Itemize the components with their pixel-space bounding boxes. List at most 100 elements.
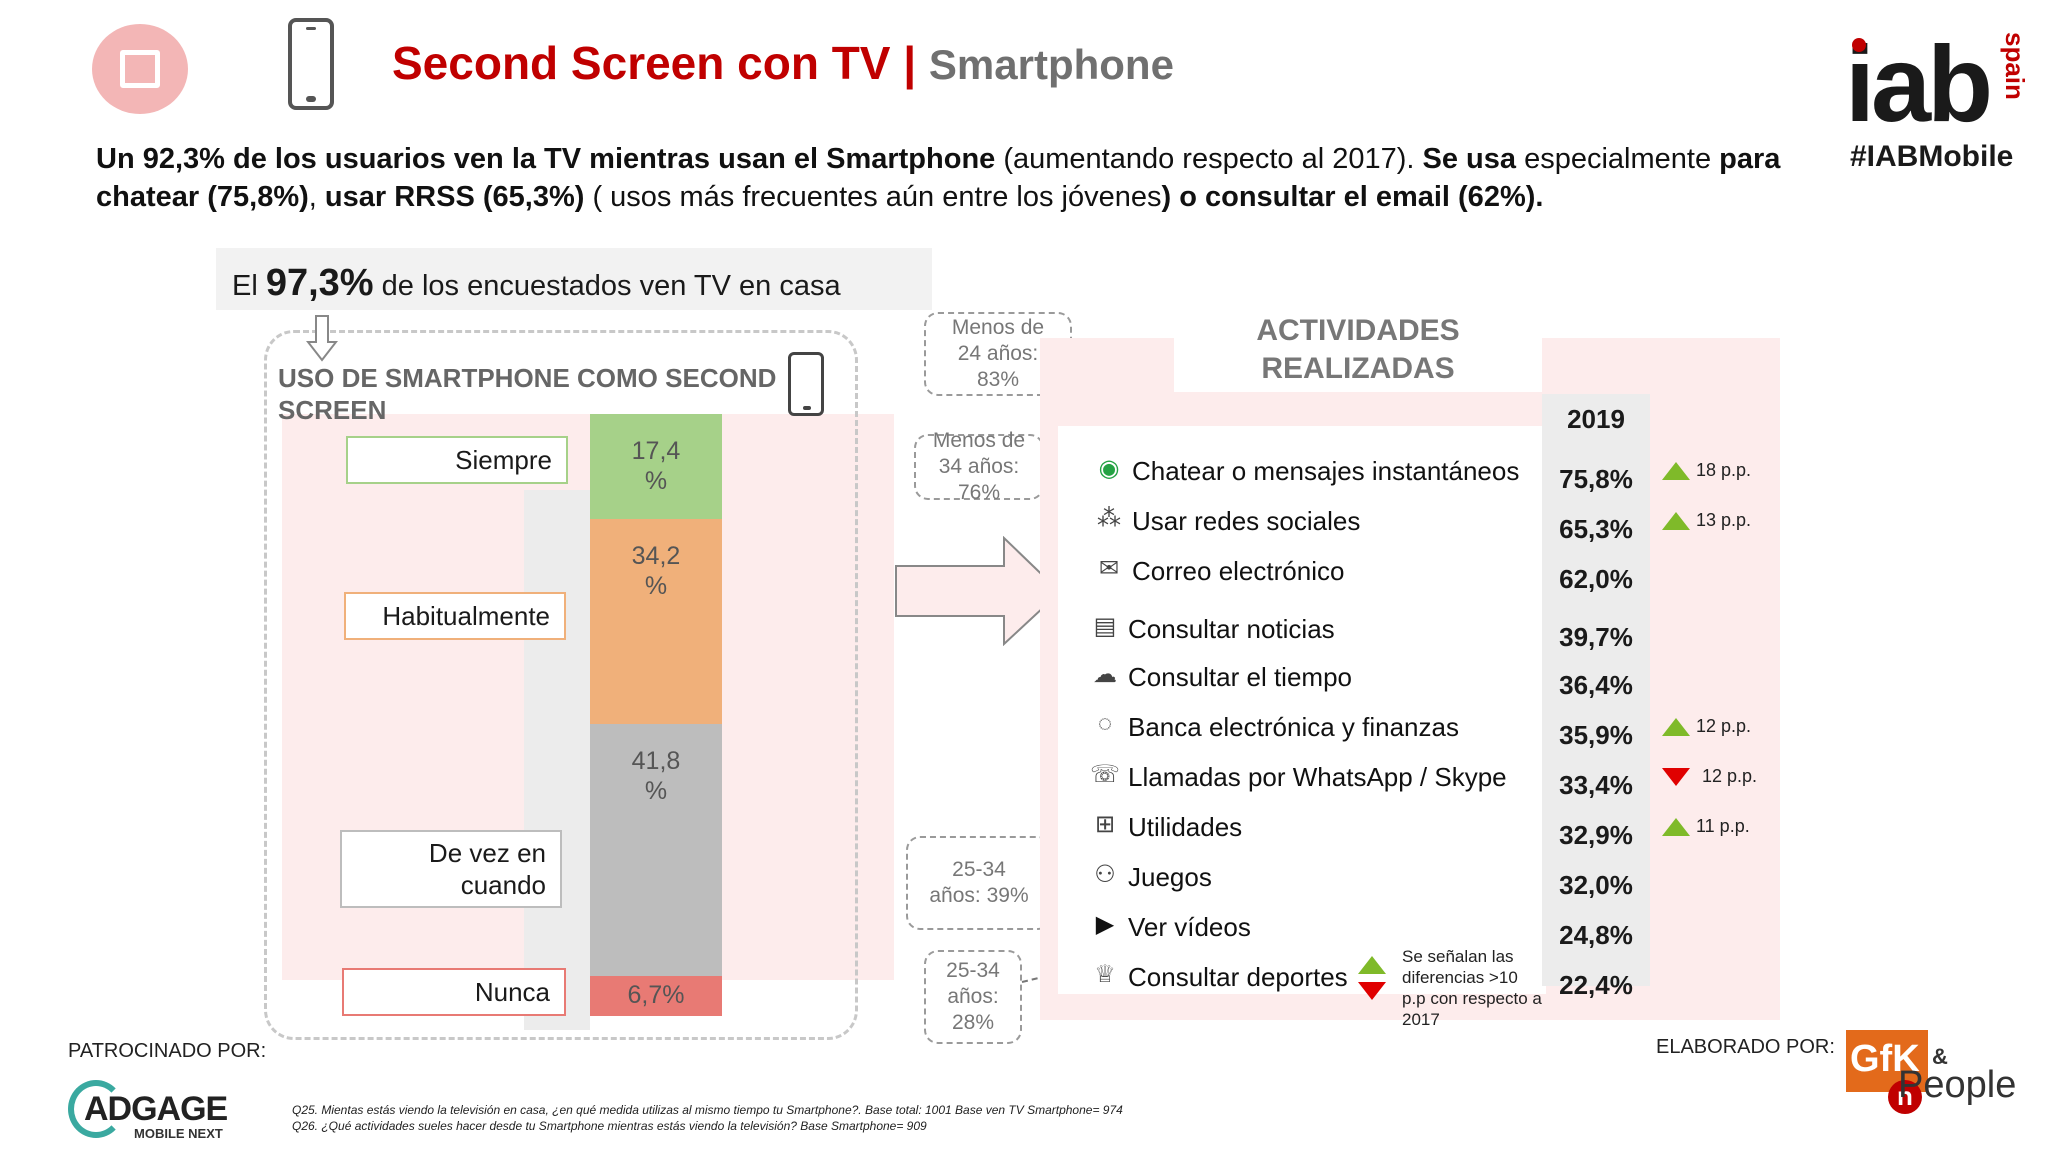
change-up-icon-1 bbox=[1662, 512, 1690, 530]
footnote-q25: Q25. Mientas estás viendo la televisión … bbox=[292, 1103, 1123, 1117]
down-arrow-icon bbox=[306, 315, 338, 362]
activity-value-5: 35,9% bbox=[1559, 720, 1633, 750]
people-logo: People bbox=[1898, 1064, 2017, 1106]
adgage-logo: ADGAGE bbox=[84, 1090, 228, 1128]
checklist-icon bbox=[92, 24, 188, 114]
activity-value-8: 32,0% bbox=[1559, 870, 1633, 900]
bar-segment-1 bbox=[590, 518, 722, 725]
checkbox-shape bbox=[120, 50, 160, 88]
email-icon: ✉ bbox=[1098, 555, 1120, 582]
activity-label-10: Consultar deportes bbox=[1128, 962, 1348, 992]
tv-home-value: 97,3% bbox=[265, 262, 374, 304]
iab-logo-suffix: spain bbox=[2000, 32, 2030, 100]
activities-title: ACTIVIDADES REALIZADAS bbox=[1174, 304, 1542, 392]
weather-icon: ☁ bbox=[1093, 661, 1117, 688]
bar-label-1: 34,2% bbox=[631, 541, 681, 600]
right-arrow-icon bbox=[895, 536, 1062, 646]
change-label-5: 12 p.p. bbox=[1696, 716, 1752, 736]
usage-panel-frame bbox=[264, 330, 858, 1040]
activity-value-2: 62,0% bbox=[1559, 564, 1633, 594]
age-callout-text-2: 25-34 años: 39% bbox=[929, 858, 1029, 907]
activity-label-0: Chatear o mensajes instantáneos bbox=[1132, 456, 1520, 486]
change-label-7: 11 p.p. bbox=[1696, 816, 1750, 836]
activity-value-7: 32,9% bbox=[1559, 820, 1633, 850]
change-up-icon-0 bbox=[1662, 462, 1690, 480]
category-1: Habitualmente bbox=[344, 592, 566, 640]
year-header: 2019 bbox=[1567, 404, 1625, 434]
age-callout-2: 25-34 años: 39% bbox=[906, 836, 1052, 930]
activity-value-0: 75,8% bbox=[1559, 464, 1633, 494]
play-icon: ▶ bbox=[1095, 911, 1115, 938]
bar-label-3: 6,7% bbox=[627, 980, 685, 1009]
smartphone-icon bbox=[288, 18, 334, 110]
adgage-logo-arc bbox=[68, 1080, 124, 1138]
gfk-logo: GfK bbox=[1846, 1030, 1928, 1092]
gfk-amp: & bbox=[1932, 1044, 1948, 1069]
hashtag: #IABMobile bbox=[1850, 140, 2014, 173]
bar-segment-2 bbox=[590, 724, 722, 976]
age-callout-text-3: 25-34 años: 28% bbox=[946, 959, 1000, 1034]
age-callout-3: 25-34 años: 28% bbox=[924, 950, 1022, 1044]
change-up-icon-7 bbox=[1662, 818, 1690, 836]
page-title: Second Screen con TV | Smartphone bbox=[392, 36, 1174, 90]
category-label-0: Siempre bbox=[455, 445, 552, 475]
adgage-logo-sub: MOBILE NEXT bbox=[134, 1126, 223, 1141]
activity-value-3: 39,7% bbox=[1559, 622, 1633, 652]
iab-logo: iab bbox=[1845, 23, 1993, 144]
bar-segment-3 bbox=[590, 975, 722, 1016]
category-label-3: Nunca bbox=[474, 977, 550, 1007]
news-icon: ▤ bbox=[1093, 613, 1117, 640]
activity-label-1: Usar redes sociales bbox=[1132, 506, 1361, 536]
activity-label-6: Llamadas por WhatsApp / Skype bbox=[1128, 762, 1507, 792]
change-label-0: 18 p.p. bbox=[1696, 460, 1752, 480]
category-3: Nunca bbox=[342, 968, 566, 1016]
calculator-icon: ⊞ bbox=[1094, 811, 1116, 838]
activity-label-2: Correo electrónico bbox=[1132, 556, 1345, 586]
iab-logo-dot bbox=[1852, 38, 1866, 52]
activity-label-4: Consultar el tiempo bbox=[1128, 662, 1352, 692]
usage-panel-strip bbox=[524, 490, 590, 1030]
activity-value-10: 22,4% bbox=[1559, 970, 1633, 1000]
legend-down-icon bbox=[1358, 982, 1386, 1000]
piggy-bank-icon: ◌ bbox=[1097, 710, 1113, 737]
age-callout-text-1: Menos de 34 años: 76% bbox=[932, 429, 1026, 504]
tv-home-banner: El 97,3% de los encuestados ven TV en ca… bbox=[216, 248, 932, 310]
activity-value-9: 24,8% bbox=[1559, 920, 1633, 950]
bar-label-0: 17,4% bbox=[631, 437, 681, 495]
title-main: Second Screen con TV | bbox=[392, 37, 929, 89]
age-callout-text-0: Menos de 24 años: 83% bbox=[951, 316, 1045, 391]
activity-label-5: Banca electrónica y finanzas bbox=[1128, 712, 1459, 742]
bar-segment-0 bbox=[590, 414, 722, 519]
sponsor-label: PATROCINADO POR: bbox=[68, 1040, 267, 1062]
trophy-icon: ♕ bbox=[1094, 961, 1116, 988]
call-icon: ☏ bbox=[1089, 761, 1120, 788]
activity-value-4: 36,4% bbox=[1559, 670, 1633, 700]
smartphone-small-icon bbox=[788, 352, 824, 416]
change-up-icon-5 bbox=[1662, 718, 1690, 736]
activity-label-7: Utilidades bbox=[1128, 812, 1243, 842]
activity-label-9: Ver vídeos bbox=[1128, 912, 1251, 942]
activity-value-6: 33,4% bbox=[1559, 770, 1633, 800]
change-label-1: 13 p.p. bbox=[1696, 510, 1752, 530]
change-down-icon-6 bbox=[1662, 768, 1690, 786]
category-label-2: De vez en cuando bbox=[428, 838, 546, 900]
footnote: Q25. Mientas estás viendo la televisión … bbox=[292, 1102, 1123, 1134]
people-logo-mark: n bbox=[1888, 1080, 1922, 1114]
activities-list-bg bbox=[1058, 426, 1546, 994]
intro-text: Un 92,3% de los usuarios ven la TV mient… bbox=[96, 143, 1781, 213]
change-label-6: 12 p.p. bbox=[1702, 766, 1758, 786]
made-by-label: ELABORADO POR: bbox=[1656, 1036, 1835, 1058]
category-2: De vez en cuando bbox=[340, 830, 562, 908]
gamepad-icon: ⚇ bbox=[1094, 861, 1116, 888]
legend-note: Se señalan las diferencias >10 p.p con r… bbox=[1402, 947, 1542, 1029]
category-0: Siempre bbox=[346, 436, 568, 484]
legend-up-icon bbox=[1358, 956, 1386, 974]
footnote-q26: Q26. ¿Qué actividades sueles hacer desde… bbox=[292, 1119, 927, 1133]
title-sub: Smartphone bbox=[928, 41, 1174, 88]
year-column-bg bbox=[1542, 394, 1650, 986]
usage-chart-title: USO DE SMARTPHONE COMO SECOND SCREEN bbox=[278, 363, 777, 425]
whatsapp-icon: ◉ bbox=[1098, 455, 1120, 482]
activity-value-1: 65,3% bbox=[1559, 514, 1633, 544]
age-callout-1: Menos de 34 años: 76% bbox=[914, 429, 1044, 504]
activity-label-3: Consultar noticias bbox=[1128, 614, 1335, 644]
